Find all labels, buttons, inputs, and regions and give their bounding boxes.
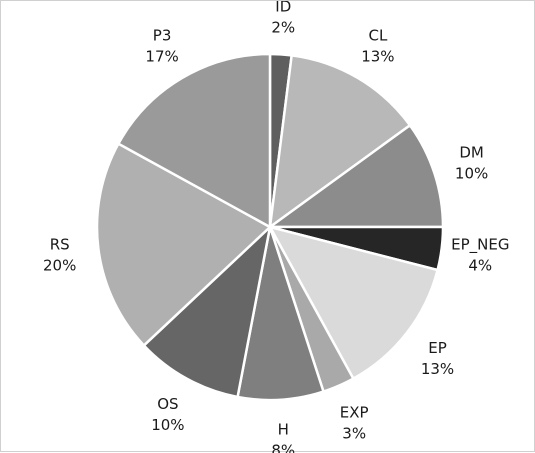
slice-label-name-dm: DM — [459, 144, 484, 162]
pie-slice-dm — [266, 123, 445, 229]
pie-slice-cl — [268, 53, 412, 230]
slice-label-percent-ep-neg: 4% — [468, 257, 492, 275]
slice-label-name-ep: EP — [428, 339, 447, 357]
slice-label-name-exp: EXP — [340, 404, 369, 422]
slice-label-percent-p3: 17% — [145, 48, 178, 66]
slice-label-percent-rs: 20% — [43, 257, 76, 275]
slice-label-percent-h: 8% — [271, 442, 295, 453]
slice-label-name-id: ID — [275, 1, 291, 15]
slice-label-percent-ep: 13% — [421, 360, 454, 378]
pie-slice-p3 — [116, 52, 272, 230]
pie-slice-rs — [95, 141, 273, 348]
slice-label-percent-os: 10% — [151, 416, 184, 434]
slice-label-percent-dm: 10% — [455, 165, 488, 183]
slice-label-name-p3: P3 — [153, 27, 172, 45]
slice-label-name-h: H — [278, 421, 289, 439]
slice-label-name-os: OS — [157, 395, 178, 413]
slice-label-percent-cl: 13% — [361, 48, 394, 66]
slice-label-percent-exp: 3% — [342, 425, 366, 443]
slice-label-name-rs: RS — [50, 236, 70, 254]
pie-slice-ep — [267, 225, 440, 381]
slice-label-name-cl: CL — [368, 27, 387, 45]
slice-label-name-ep-neg: EP_NEG — [451, 236, 509, 255]
slice-label-percent-id: 2% — [271, 18, 295, 36]
pie-slice-os — [142, 223, 272, 399]
